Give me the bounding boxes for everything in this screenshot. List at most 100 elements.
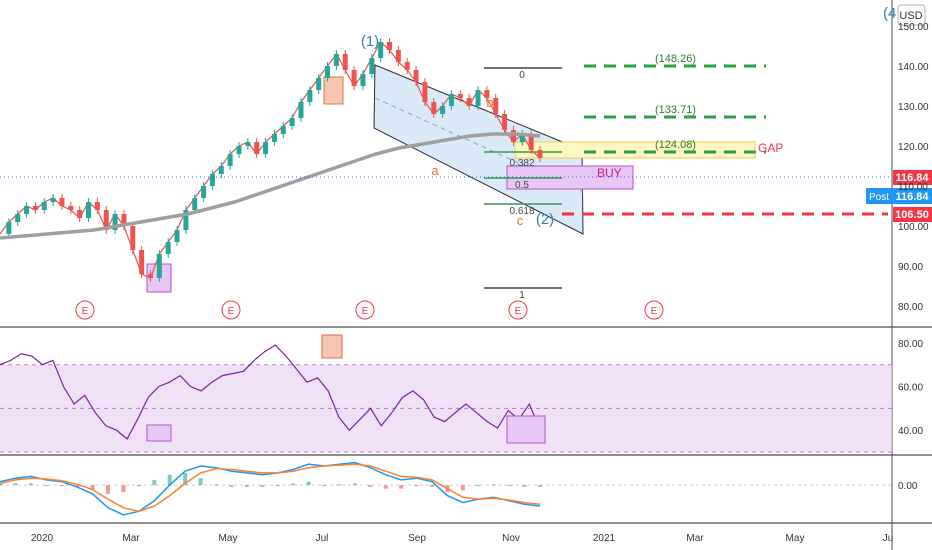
corner-glyph: (4 [883, 5, 896, 22]
candle-body [50, 198, 56, 202]
stop-price-badge: 106.50 [893, 207, 932, 222]
candle-body [271, 134, 277, 142]
macd-histogram-bar [59, 485, 64, 487]
macd-histogram-bar [229, 485, 234, 487]
candle-body [77, 210, 83, 218]
candle-body [165, 242, 171, 254]
candle-body [431, 102, 437, 114]
candle-body [342, 54, 348, 70]
candle-body [130, 226, 136, 250]
candle-body [484, 90, 490, 98]
rsi-highlight-high [321, 334, 343, 359]
fib-0382-label: 0.382 [509, 158, 534, 169]
time-axis-label: Mar [122, 533, 140, 544]
wave-b-label: b [486, 95, 493, 110]
macd-histogram-bar [414, 485, 419, 487]
price-axis-tick: 130.00 [898, 102, 929, 113]
macd-histogram-bar [121, 485, 126, 493]
svg-text:116.84: 116.84 [895, 191, 929, 203]
earnings-marker [75, 300, 95, 320]
candle-body [510, 130, 516, 142]
price-pane[interactable] [0, 38, 543, 282]
candle-body [103, 210, 109, 230]
time-axis-label: Mar [686, 533, 704, 544]
macd-histogram-bar [0, 483, 2, 486]
macd-histogram-bar [260, 485, 265, 487]
macd-histogram-bar [368, 485, 373, 487]
candle-body [174, 230, 180, 242]
candle-body [121, 214, 127, 226]
post-market-badge: Post 116.84 [866, 188, 932, 204]
macd-histogram-bar [476, 485, 481, 487]
macd-histogram-bar [337, 484, 342, 486]
macd-histogram-bar [198, 478, 203, 486]
rsi-band [0, 364, 892, 452]
earnings-marker-label: E [228, 306, 235, 317]
candle-body [139, 250, 145, 274]
candle-body [466, 98, 472, 106]
last-price-badge: 116.84 [893, 170, 932, 185]
macd-histogram-bar [522, 485, 527, 487]
macd-histogram-bar [44, 485, 49, 487]
candle-body [316, 78, 322, 90]
target-label-2: (133.71) [655, 104, 696, 116]
macd-histogram-bar [352, 483, 357, 486]
time-axis-label: May [786, 533, 805, 544]
macd-histogram-bar [383, 485, 388, 489]
fib-05-label: 0.5 [515, 180, 529, 191]
svg-text:USD: USD [899, 10, 922, 22]
rsi-pane[interactable]: 40.00 60.00 80.00 [0, 334, 923, 453]
ma200-line [0, 132, 541, 240]
candle-body [413, 70, 419, 82]
macd-histogram-bar [275, 485, 280, 487]
candle-body [440, 106, 446, 114]
earnings-marker [508, 300, 528, 320]
macd-histogram-bar [183, 472, 188, 486]
rsi-highlight-low [146, 424, 172, 442]
currency-selector[interactable]: USD [897, 4, 926, 26]
candle-body [227, 154, 233, 166]
candle-body [519, 134, 525, 142]
down-channel [373, 64, 584, 235]
candle-body [112, 214, 118, 230]
candle-body [147, 274, 153, 278]
candle-body [156, 254, 162, 278]
target-lines [0, 64, 892, 216]
macd-histogram-bar [538, 485, 542, 487]
candle-body [378, 42, 384, 58]
price-axis-tick: 150.00 [898, 22, 929, 33]
candle-body [32, 206, 38, 210]
rsi-axis-tick: 80.00 [898, 339, 923, 350]
candle-body [68, 206, 74, 210]
macd-histogram-bar [244, 485, 249, 487]
fib-1-label: 1 [519, 290, 525, 301]
time-axis-label: 2021 [593, 533, 616, 544]
earnings-marker-label: E [515, 306, 522, 317]
macd-histogram-bar [214, 484, 218, 486]
candle-body [360, 74, 366, 86]
price-axis-tick: 90.00 [898, 262, 923, 273]
macd-axis-tick: 0.00 [898, 481, 918, 492]
candle-body [183, 210, 189, 230]
candle-body [537, 150, 543, 158]
candle-body [448, 94, 454, 106]
earnings-marker-label: E [82, 306, 89, 317]
time-axis-label: 2020 [31, 533, 54, 544]
time-axis-label: May [219, 533, 238, 544]
candle-body [15, 214, 21, 222]
candle-body [41, 202, 47, 210]
rsi-axis-tick: 40.00 [898, 426, 923, 437]
earnings-markers[interactable]: E E E E E [75, 300, 664, 320]
candle-body [192, 198, 198, 210]
rsi-highlight-recent [506, 415, 546, 444]
rsi-axis-tick: 60.00 [898, 383, 923, 394]
wave-c-label: c [517, 213, 524, 228]
fib-0618-label: 0.618 [509, 206, 534, 217]
fib-0-label: 0 [519, 70, 525, 81]
candle-body [387, 42, 393, 50]
candle-body [325, 66, 331, 78]
candle-body [209, 174, 215, 186]
macd-signal-line [0, 463, 541, 513]
macd-pane[interactable]: 0.00 [0, 461, 918, 516]
